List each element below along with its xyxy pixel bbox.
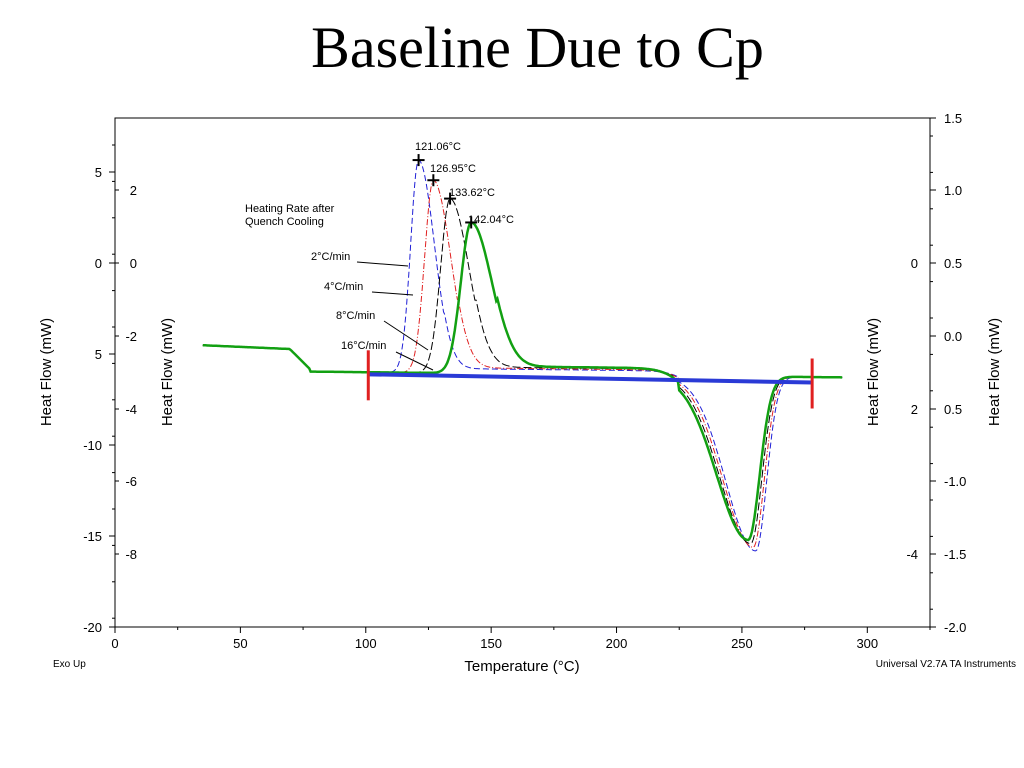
plot-frame (114, 117, 931, 628)
left-axis-ticks: 5 0 5 -10 -15 -20 2 0 -2 -4 -6 -8 (83, 144, 137, 635)
series-label-8: 8°C/min (336, 310, 375, 322)
peak-label-16: 142.04°C (468, 214, 514, 226)
right-tick-label: 0.5 (944, 402, 962, 417)
left-axis-label-2: Heat Flow (mW) (159, 318, 176, 426)
right-axis-ticks: 1.5 1.0 0.5 0.0 0.5 -1.0 -1.5 -2.0 0 2 -4 (906, 111, 966, 635)
x-tick-label: 200 (606, 636, 628, 651)
x-tick-label: 100 (355, 636, 377, 651)
series-curve (202, 159, 843, 552)
footer-instrument: Universal V2.7A TA Instruments (876, 659, 1016, 670)
right-tick-label: 1.5 (944, 111, 962, 126)
right1-tick-label: 2 (911, 402, 918, 417)
left-tick-label: -10 (83, 438, 102, 453)
left-tick-label: -15 (83, 529, 102, 544)
left2-tick-label: -2 (125, 329, 137, 344)
left-axis-label-1: Heat Flow (mW) (38, 318, 55, 426)
left-tick-label: 0 (95, 256, 102, 271)
x-axis-ticks: 0 50 100 150 200 250 300 (111, 627, 931, 651)
legend-title: Heating Rate after Quench Cooling (245, 203, 337, 228)
peak-label-4: 126.95°C (430, 163, 476, 175)
peak-label-2: 121.06°C (415, 141, 461, 153)
cp-baseline-line (368, 372, 813, 385)
x-axis-label: Temperature (°C) (464, 658, 579, 675)
left2-tick-label: 2 (130, 183, 137, 198)
x-tick-label: 300 (856, 636, 878, 651)
series-curve (202, 221, 843, 542)
series-leader-lines (356, 261, 434, 371)
series-label-4: 4°C/min (324, 281, 363, 293)
left-tick-label: -20 (83, 620, 102, 635)
left2-tick-label: -4 (125, 402, 137, 417)
series-label-16: 16°C/min (341, 340, 386, 352)
right-axis-label-2: Heat Flow (mW) (986, 318, 1003, 426)
slide-title: Baseline Due to Cp (311, 15, 764, 80)
series-curve (202, 179, 843, 548)
peak-label-8: 133.62°C (449, 187, 495, 199)
right1-tick-label: 0 (911, 256, 918, 271)
right-tick-label: 1.0 (944, 183, 962, 198)
right-tick-label: -2.0 (944, 620, 966, 635)
x-tick-label: 250 (731, 636, 753, 651)
peak-markers (412, 154, 478, 229)
right-tick-label: -1.5 (944, 547, 966, 562)
right1-tick-label: -4 (906, 547, 918, 562)
right-tick-label: 0.5 (944, 256, 962, 271)
right-tick-label: -1.0 (944, 474, 966, 489)
left-tick-label: 5 (95, 347, 102, 362)
x-tick-label: 0 (111, 636, 118, 651)
left2-tick-label: -8 (125, 547, 137, 562)
left-tick-label: 5 (95, 165, 102, 180)
series-curve (202, 198, 843, 545)
right-tick-label: 0.0 (944, 329, 962, 344)
curves (202, 159, 843, 552)
left2-tick-label: 0 (130, 256, 137, 271)
series-label-2: 2°C/min (311, 251, 350, 263)
x-tick-label: 50 (233, 636, 247, 651)
right-axis-label-1: Heat Flow (mW) (865, 318, 882, 426)
x-tick-label: 150 (480, 636, 502, 651)
footer-exo-up: Exo Up (53, 659, 86, 670)
left2-tick-label: -6 (125, 474, 137, 489)
